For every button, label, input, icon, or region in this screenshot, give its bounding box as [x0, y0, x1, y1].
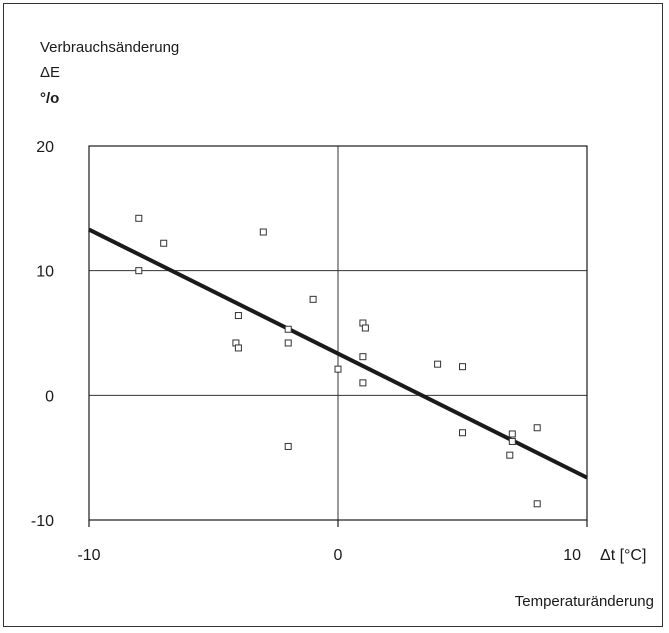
- data-point: [359, 379, 367, 387]
- data-point: [284, 339, 292, 347]
- data-point: [434, 360, 442, 368]
- data-point: [334, 365, 342, 373]
- data-point: [359, 353, 367, 361]
- data-point: [284, 442, 292, 450]
- data-point: [533, 500, 541, 508]
- y-tick-label: 20: [36, 139, 54, 156]
- grid-lines: [89, 145, 587, 520]
- x-tick-label: -10: [77, 547, 100, 564]
- y-tick-label: 0: [45, 388, 54, 405]
- x-axis-label: Temperaturänderung: [515, 593, 654, 610]
- data-point: [508, 437, 516, 445]
- data-point: [533, 424, 541, 432]
- x-tick-label: 0: [334, 547, 343, 564]
- data-point: [459, 363, 466, 371]
- x-axis-unit-label: Δt [°C]: [600, 547, 646, 564]
- y-axis-label-line-2: ΔE: [40, 64, 60, 81]
- data-point: [459, 429, 466, 437]
- trend-line: [88, 227, 588, 480]
- chart-frame: [3, 3, 663, 627]
- y-tick-label: -10: [31, 513, 54, 530]
- y-axis-label-line-1: Verbrauchsänderung: [40, 39, 179, 56]
- data-point: [361, 324, 369, 332]
- data-point: [234, 344, 242, 352]
- data-point: [135, 214, 143, 222]
- x-ticks: -10 0 10: [77, 520, 588, 564]
- data-points: [135, 214, 541, 508]
- x-tick-label: 10: [563, 547, 581, 564]
- y-tick-label: 10: [36, 264, 54, 281]
- data-point: [160, 239, 168, 247]
- data-point: [309, 295, 317, 303]
- data-point: [259, 228, 267, 236]
- data-point: [284, 325, 292, 333]
- y-axis-label-line-3: °/o: [40, 90, 59, 107]
- data-point: [508, 430, 516, 438]
- data-point: [135, 267, 143, 275]
- y-ticks: -10 0 10 20: [31, 139, 54, 530]
- data-point: [506, 451, 514, 459]
- data-point: [234, 312, 242, 320]
